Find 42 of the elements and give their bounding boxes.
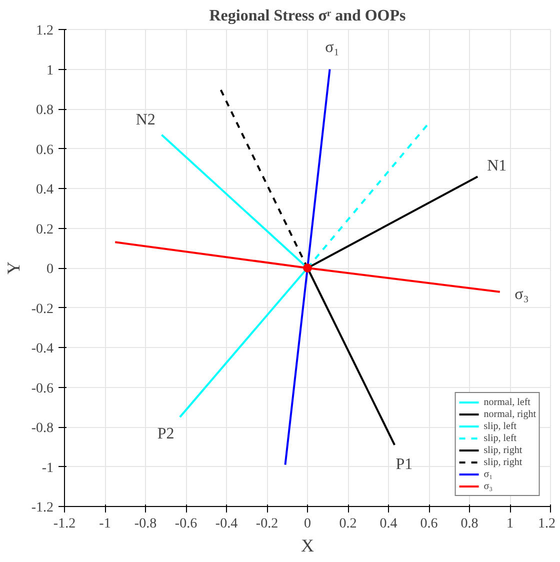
y-tick-label: -0.6	[31, 381, 54, 396]
legend-label: normal, left	[484, 396, 530, 408]
y-tick-label: -1	[42, 460, 54, 476]
x-tick-label: -0.2	[256, 516, 278, 532]
y-tick-label: 0.2	[36, 222, 54, 238]
legend-label: σ₁	[484, 468, 494, 480]
y-tick-label: 0	[46, 262, 54, 277]
x-axis-title: X	[301, 536, 314, 556]
x-tick-label: 1	[506, 516, 514, 532]
x-tick-label: 0	[304, 516, 311, 532]
legend-label: slip, right	[484, 444, 522, 456]
y-tick-label: 0.6	[36, 142, 54, 158]
legend-label: normal, right	[484, 408, 536, 420]
x-tick-label: -0.8	[134, 516, 157, 532]
annotation: P2	[157, 425, 174, 442]
y-tick-label: 1.2	[36, 24, 54, 38]
annotation: N2	[136, 111, 156, 128]
y-axis-title: Y	[3, 262, 24, 274]
y-tick-label: -0.4	[31, 342, 54, 356]
annotation: P1	[396, 456, 413, 474]
x-tick-label: -0.6	[174, 516, 198, 532]
y-tick-label: -0.2	[31, 302, 54, 317]
x-tick-label: 0.4	[380, 516, 398, 532]
x-tick-label: 0.8	[460, 516, 478, 532]
x-tick-label: 0.6	[420, 516, 438, 532]
y-tick-label: -0.8	[31, 421, 54, 436]
y-tick-label: -1.2	[31, 500, 54, 516]
y-tick-label: 0.4	[36, 182, 54, 198]
y-tick-label: 1	[46, 63, 54, 78]
x-tick-label: 0.2	[339, 516, 357, 532]
x-tick-label: 1.2	[538, 516, 556, 532]
y-tick-label: 0.8	[36, 103, 54, 118]
annotation: σ₁	[325, 38, 340, 56]
x-tick-label: -1	[99, 516, 111, 532]
legend-label: slip, left	[484, 432, 517, 444]
x-tick-label: -0.4	[215, 516, 238, 532]
legend-label: slip, left	[484, 420, 517, 432]
legend-label: slip, right	[484, 456, 522, 468]
annotation: N1	[487, 158, 507, 175]
chart-title: Regional Stress σʳ and OOPs	[209, 8, 406, 24]
annotation: σ₃	[514, 286, 529, 304]
legend-label: σ₃	[484, 480, 494, 492]
